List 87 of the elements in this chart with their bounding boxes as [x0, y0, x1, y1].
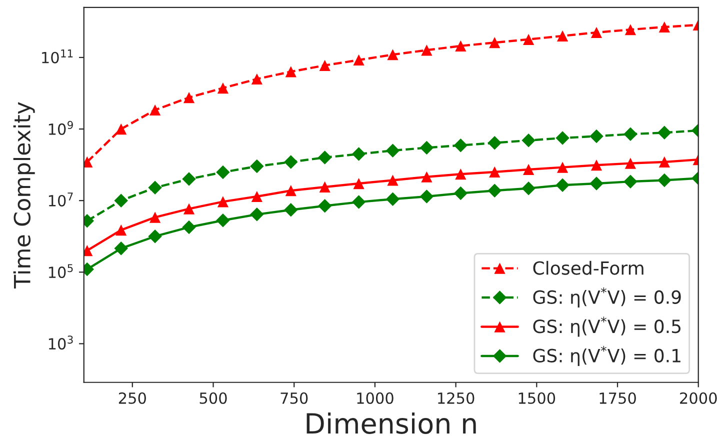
point [217, 196, 229, 208]
point [116, 224, 127, 236]
y-tick-label: 10$^{11}$ [42, 50, 73, 64]
y-tick-label: 10$^{9}$ [48, 120, 73, 135]
point [455, 40, 466, 52]
point [217, 82, 229, 94]
point [489, 37, 500, 48]
point [455, 168, 466, 180]
point [556, 131, 570, 145]
point [318, 199, 332, 213]
point [523, 164, 534, 176]
point [420, 140, 434, 155]
point [624, 127, 638, 141]
y-axis-title: Time Complexity [13, 102, 35, 288]
point [454, 186, 468, 200]
point [624, 158, 636, 169]
point [216, 165, 230, 180]
point [149, 212, 161, 223]
x-tick-label: 750 [280, 392, 308, 404]
point [522, 181, 536, 196]
point [624, 174, 638, 188]
point [148, 180, 162, 195]
point [556, 178, 570, 192]
point [658, 126, 672, 140]
x-tick-label: 1000 [357, 392, 394, 404]
point [352, 195, 366, 209]
point [590, 129, 604, 144]
point [387, 49, 398, 60]
point [352, 147, 366, 161]
point [318, 150, 332, 164]
y-tick-label: 10$^{7}$ [48, 192, 73, 206]
point [523, 34, 534, 45]
point [114, 242, 128, 256]
x-tick-label: 1750 [600, 392, 636, 404]
y-tick-label: 10$^{3}$ [48, 336, 73, 350]
x-tick-label: 250 [118, 392, 146, 404]
point [216, 213, 230, 228]
point [353, 178, 364, 190]
x-tick-label: 1250 [438, 392, 474, 404]
point [250, 159, 264, 174]
point [386, 192, 400, 206]
point [116, 123, 127, 135]
point [420, 190, 434, 204]
point [387, 174, 398, 186]
y-tick-label: 10$^{5}$ [48, 264, 73, 278]
point [284, 202, 298, 217]
point [182, 172, 196, 186]
point [251, 190, 262, 202]
point [285, 185, 296, 196]
point [148, 229, 162, 244]
legend-label: GS: η(V$^{*}$V) = 0.1 [533, 346, 680, 366]
point [182, 220, 196, 234]
point [658, 21, 670, 33]
point [149, 104, 161, 116]
point [454, 138, 468, 152]
point [488, 136, 502, 150]
point [183, 203, 195, 214]
point [284, 155, 298, 169]
point [658, 156, 670, 168]
x-axis-title: Dimension n [306, 412, 476, 434]
point [353, 54, 364, 66]
point [590, 160, 602, 171]
point [421, 171, 432, 182]
point [590, 176, 604, 190]
x-tick-label: 500 [200, 392, 227, 404]
point [590, 26, 602, 38]
point [250, 208, 264, 222]
legend-label: Closed-Form [533, 260, 644, 275]
x-tick-label: 1500 [518, 392, 556, 404]
x-tick-label: 2000 [680, 392, 717, 404]
point [319, 60, 330, 71]
legend-label: GS: η(V$^{*}$V) = 0.9 [533, 287, 681, 308]
point [319, 181, 330, 193]
point [421, 44, 432, 56]
point [556, 30, 568, 42]
point [624, 24, 636, 36]
point [489, 166, 500, 178]
point [114, 194, 128, 208]
point [522, 134, 536, 148]
point [488, 184, 502, 198]
point [556, 162, 568, 173]
point [251, 73, 262, 85]
legend-label: GS: η(V$^{*}$V) = 0.5 [533, 316, 680, 337]
point [386, 144, 400, 158]
point [658, 173, 672, 188]
point [285, 66, 296, 78]
point [183, 92, 195, 104]
